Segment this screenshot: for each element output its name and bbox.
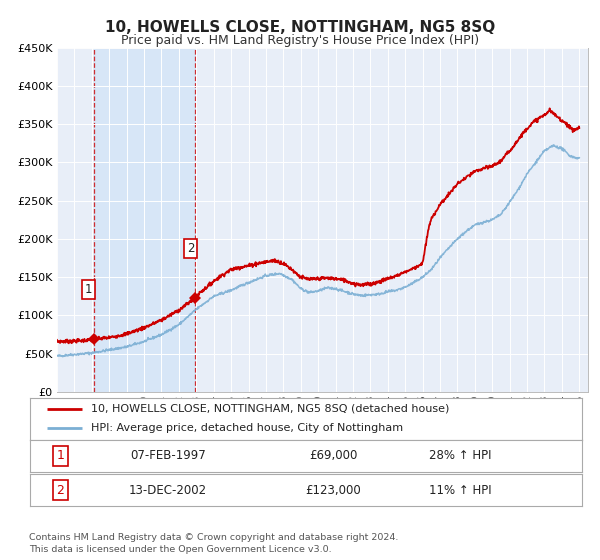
Text: 28% ↑ HPI: 28% ↑ HPI [430,449,492,462]
Text: This data is licensed under the Open Government Licence v3.0.: This data is licensed under the Open Gov… [29,545,331,554]
Text: 2: 2 [56,484,64,497]
Text: Contains HM Land Registry data © Crown copyright and database right 2024.: Contains HM Land Registry data © Crown c… [29,533,398,542]
Text: 1: 1 [85,283,92,296]
Text: HPI: Average price, detached house, City of Nottingham: HPI: Average price, detached house, City… [91,423,403,433]
Text: 1: 1 [56,449,64,462]
Text: Price paid vs. HM Land Registry's House Price Index (HPI): Price paid vs. HM Land Registry's House … [121,34,479,46]
Text: 2: 2 [187,242,194,255]
Text: 10, HOWELLS CLOSE, NOTTINGHAM, NG5 8SQ (detached house): 10, HOWELLS CLOSE, NOTTINGHAM, NG5 8SQ (… [91,404,449,414]
Text: 13-DEC-2002: 13-DEC-2002 [129,484,207,497]
Text: £123,000: £123,000 [306,484,361,497]
Text: £69,000: £69,000 [310,449,358,462]
Text: 11% ↑ HPI: 11% ↑ HPI [429,484,492,497]
Text: 10, HOWELLS CLOSE, NOTTINGHAM, NG5 8SQ: 10, HOWELLS CLOSE, NOTTINGHAM, NG5 8SQ [105,20,495,35]
Bar [94,48,196,392]
Text: 07-FEB-1997: 07-FEB-1997 [130,449,206,462]
